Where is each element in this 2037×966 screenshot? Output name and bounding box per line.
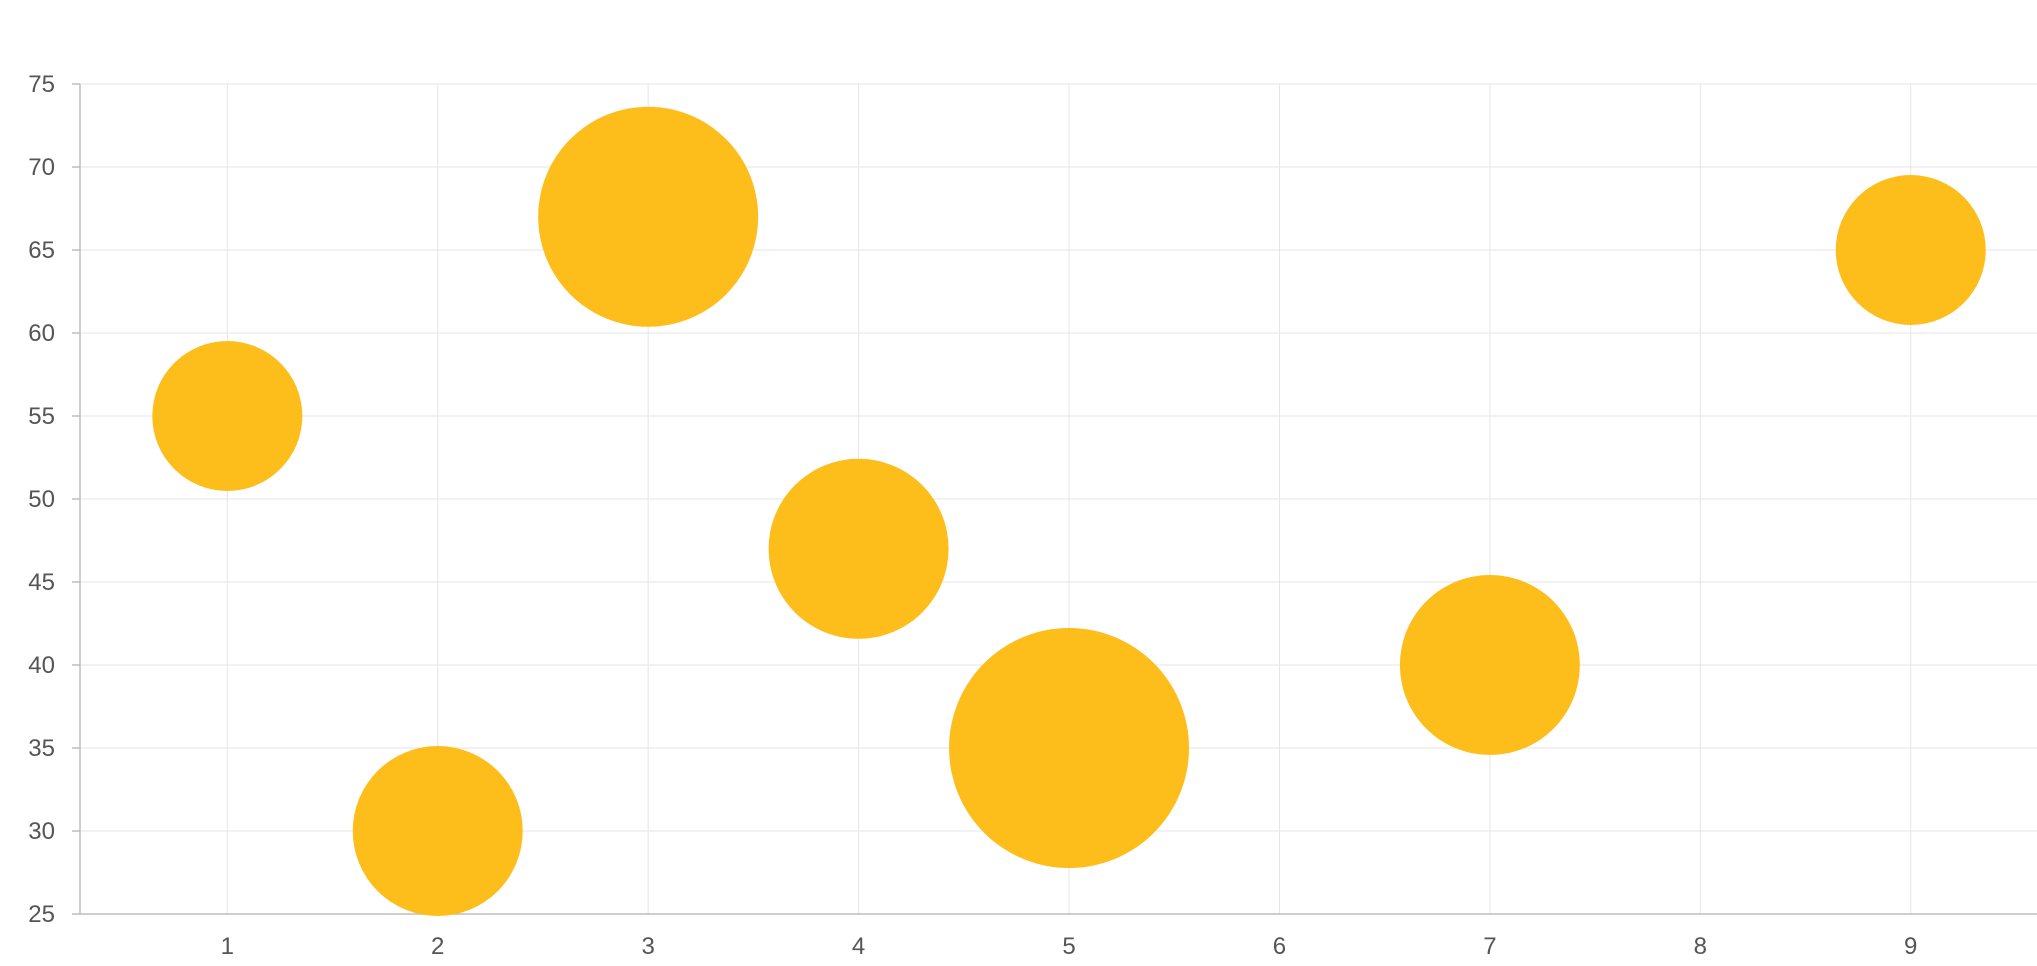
- x-tick-label: 1: [221, 933, 234, 960]
- y-tick-label: 75: [28, 71, 55, 98]
- x-tick-label: 7: [1483, 933, 1496, 960]
- y-tick-label: 55: [28, 403, 55, 430]
- y-tick-label: 35: [28, 735, 55, 762]
- bubble-point: [152, 341, 303, 491]
- bubble-point: [949, 628, 1190, 868]
- x-tick-label: 6: [1273, 933, 1286, 960]
- y-tick-label: 30: [28, 818, 55, 845]
- y-tick-label: 60: [28, 320, 55, 347]
- x-tick-label: 2: [431, 933, 444, 960]
- bubble-series: [152, 106, 1986, 916]
- x-tick-label: 3: [641, 933, 654, 960]
- x-tick-label: 4: [852, 933, 865, 960]
- axes: [72, 83, 2037, 915]
- bubble-point: [352, 746, 523, 916]
- bubble-point: [1835, 175, 1986, 325]
- y-tick-label: 70: [28, 154, 55, 181]
- x-tick-label: 5: [1062, 933, 1075, 960]
- y-axis-tick-labels: 25 30 35 40 45 50 55 60 65 70 75: [28, 71, 55, 928]
- y-tick-label: 40: [28, 652, 55, 679]
- bubble-point: [1399, 575, 1580, 755]
- y-tick-label: 45: [28, 569, 55, 596]
- y-tick-label: 50: [28, 486, 55, 513]
- bubble-point: [538, 106, 759, 327]
- y-tick-label: 65: [28, 237, 55, 264]
- x-axis-tick-labels: 1 2 3 4 5 6 7 8 9: [221, 933, 1918, 960]
- x-tick-label: 8: [1694, 933, 1707, 960]
- bubble-point: [768, 458, 949, 639]
- x-tick-label: 9: [1904, 933, 1917, 960]
- y-tick-label: 25: [28, 901, 55, 928]
